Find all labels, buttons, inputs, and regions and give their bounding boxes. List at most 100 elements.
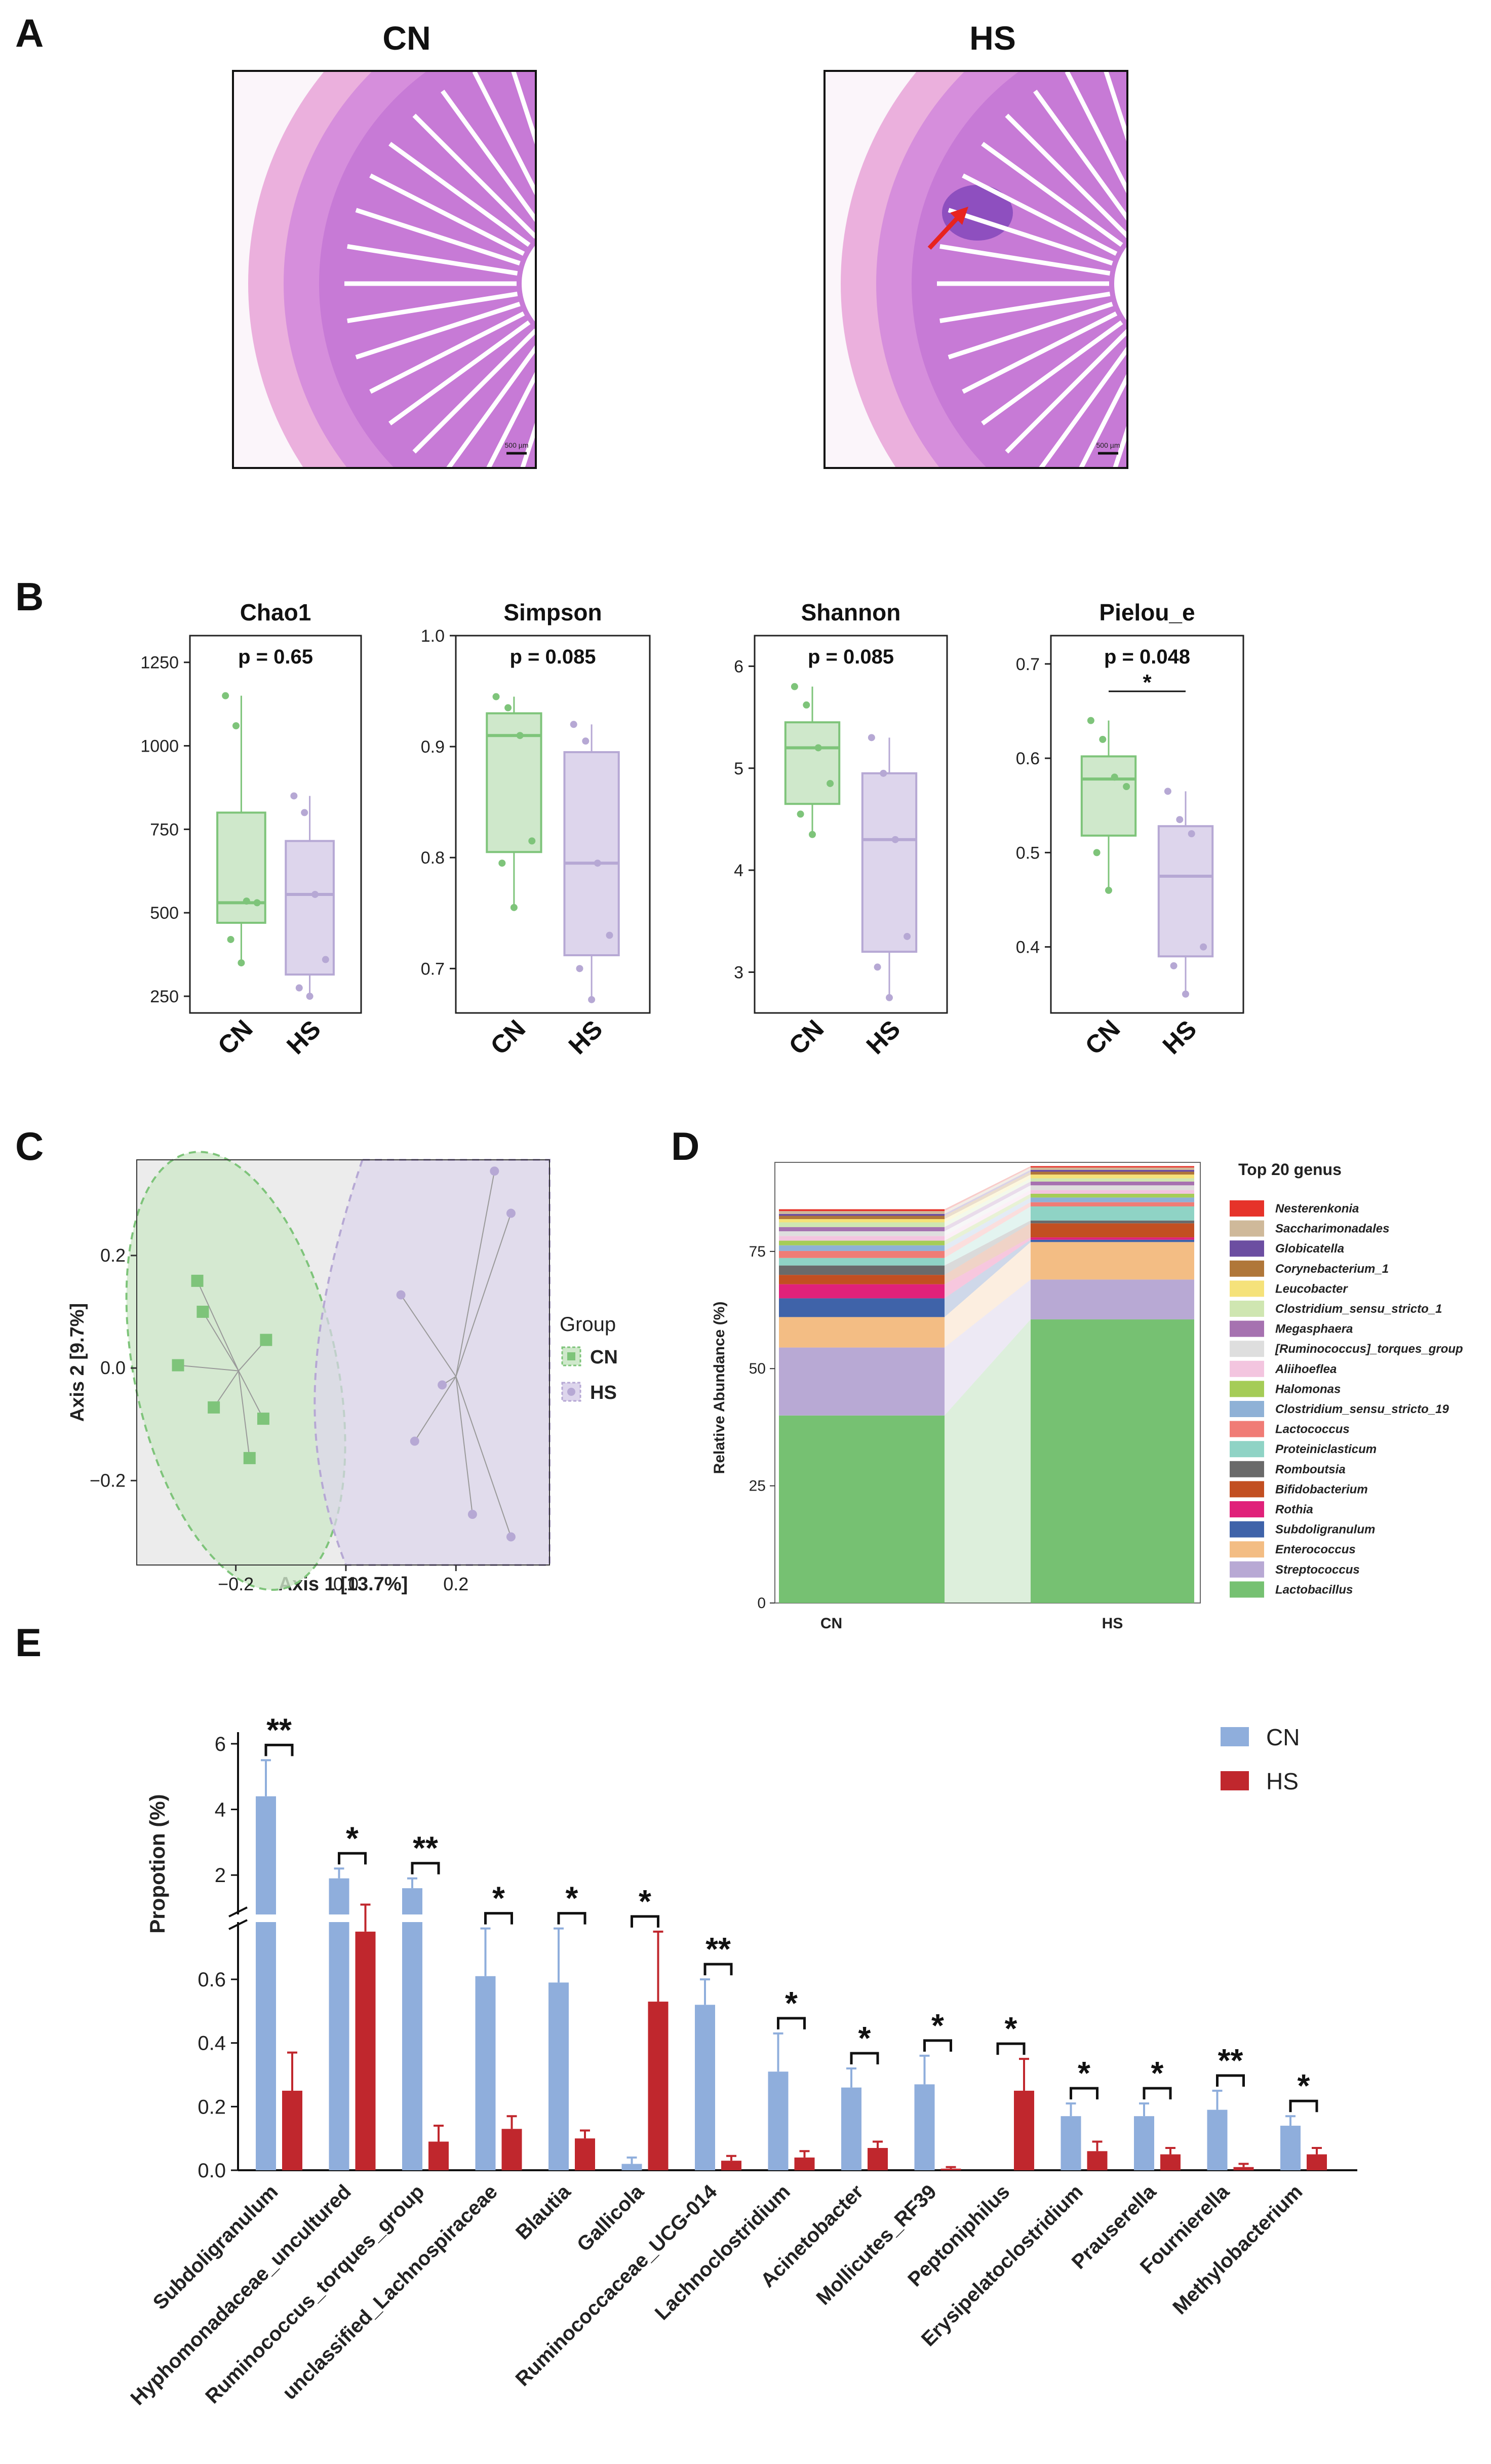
abundance-segment-cn — [779, 1222, 945, 1227]
abundance-segment-hs — [1031, 1220, 1194, 1224]
legend-genus-label: [Ruminococcus]_torques_group — [1275, 1342, 1463, 1356]
legend-swatch — [1230, 1301, 1264, 1317]
fold-gap — [603, 346, 656, 510]
category-label: Subdoligranulum — [149, 2180, 283, 2314]
abundance-segment-cn — [779, 1317, 945, 1348]
data-point — [594, 859, 601, 867]
data-point — [295, 984, 303, 992]
legend-swatch — [1230, 1220, 1264, 1237]
bar-hs — [721, 2161, 741, 2170]
abundance-flow — [945, 1178, 1031, 1227]
abundance-segment-cn — [779, 1265, 945, 1275]
data-point — [880, 769, 887, 777]
abundance-chart: Relative Abundance (%) CN HS Top 20 genu… — [711, 1160, 1463, 1632]
abundance-category-cn: CN — [820, 1615, 842, 1632]
fold-gap — [1005, 328, 1127, 454]
significance-star: * — [1078, 2055, 1090, 2091]
abundance-flow — [945, 1202, 1031, 1258]
tissue-mucosa — [319, 71, 536, 468]
data-point — [1105, 886, 1112, 894]
fold-gap — [369, 173, 525, 256]
box-iqr — [1157, 825, 1214, 958]
fold-gap — [621, 337, 722, 476]
spoke-line — [197, 1280, 239, 1372]
abundance-segment-cn — [779, 1347, 945, 1416]
fold-gap — [472, 71, 536, 198]
fold-gap — [1234, 314, 1387, 392]
fold-gap — [1078, 372, 1127, 468]
y-tick-label: 0.6 — [198, 1969, 226, 1991]
x-tick-label: HS — [563, 1015, 608, 1060]
data-point — [886, 994, 893, 1001]
significance-bracket — [1143, 2087, 1172, 2100]
fold-gap — [612, 71, 690, 225]
legend-genus-label: Romboutsia — [1275, 1463, 1346, 1476]
x-tick-label: HS — [1157, 1015, 1202, 1060]
significance-star: * — [858, 2020, 871, 2056]
significance-bracket — [411, 1862, 440, 1874]
x-tick-label: CN — [783, 1014, 830, 1061]
fold-gap — [1065, 71, 1127, 195]
fold-gap — [445, 343, 536, 468]
legend-swatch — [1230, 1280, 1264, 1297]
abundance-segment-cn — [779, 1250, 945, 1258]
p-value-label: p = 0.085 — [509, 646, 596, 668]
p-value-label: p = 0.085 — [808, 646, 894, 668]
fold-gap — [412, 113, 536, 239]
fold-gap — [347, 291, 518, 323]
legend-genus-label: Bifidobacterium — [1275, 1482, 1368, 1496]
fold-gap — [1185, 49, 1212, 219]
plot-frame — [189, 635, 362, 1014]
spoke-line — [213, 1371, 239, 1408]
cn-sample-point — [260, 1334, 272, 1346]
fold-gap — [1195, 346, 1248, 510]
bar-hs — [940, 2168, 961, 2170]
fold-gap — [636, 144, 775, 245]
significance-star: * — [931, 2007, 944, 2044]
box-iqr — [216, 811, 266, 924]
boxplot-shannon: Shannon p = 0.085 3 4 5 6 CN HS — [734, 599, 948, 1061]
significance-bracket — [1070, 2087, 1098, 2100]
fold-gap — [1185, 348, 1212, 519]
pcoa-plot: Axis 1 [13.7%] Axis 2 [9.7%] Group CN HS… — [67, 1151, 618, 1595]
spoke-line — [202, 1311, 239, 1372]
significance-bracket — [557, 1912, 586, 1925]
abundance-segment-hs — [1031, 1223, 1194, 1238]
abundance-flow — [945, 1185, 1031, 1236]
significance-star: ** — [413, 1830, 438, 1866]
abundance-segment-cn — [779, 1298, 945, 1317]
legend-swatch — [1230, 1401, 1264, 1417]
legend-swatch-hs — [561, 1382, 581, 1402]
fold-gap — [603, 57, 656, 221]
box-iqr — [285, 840, 335, 976]
fold-gap — [1228, 144, 1367, 245]
abundance-segment-cn — [779, 1258, 945, 1266]
data-point — [243, 897, 250, 905]
hs-sample-point — [410, 1436, 419, 1446]
abundance-segment-cn — [779, 1236, 945, 1241]
y-tick-label: 6 — [215, 1733, 226, 1755]
y-tick-label: 2 — [215, 1864, 226, 1887]
bar-cn — [695, 2005, 715, 2170]
box-iqr — [563, 751, 620, 957]
abundance-flow — [945, 1167, 1031, 1214]
histology-cn-label: CN — [382, 19, 430, 57]
legend-genus-label: Proteiniclasticum — [1275, 1442, 1377, 1456]
data-point — [311, 890, 319, 898]
abundance-segment-hs — [1031, 1237, 1194, 1240]
fold-gap — [1240, 246, 1410, 273]
fold-gap — [347, 244, 518, 276]
data-point — [504, 704, 512, 712]
legend-swatch — [1230, 1240, 1264, 1257]
fold-gap — [593, 348, 619, 519]
bar-cn — [914, 2084, 935, 2170]
significance-bracket — [1216, 2074, 1245, 2087]
cn-sample-point — [172, 1359, 184, 1372]
data-point — [797, 810, 804, 818]
bar-hs — [355, 1931, 376, 2170]
data-point — [1087, 717, 1094, 724]
spoke-line — [238, 1371, 264, 1419]
legend-swatch — [1230, 1521, 1264, 1538]
abundance-segment-cn — [779, 1214, 945, 1216]
